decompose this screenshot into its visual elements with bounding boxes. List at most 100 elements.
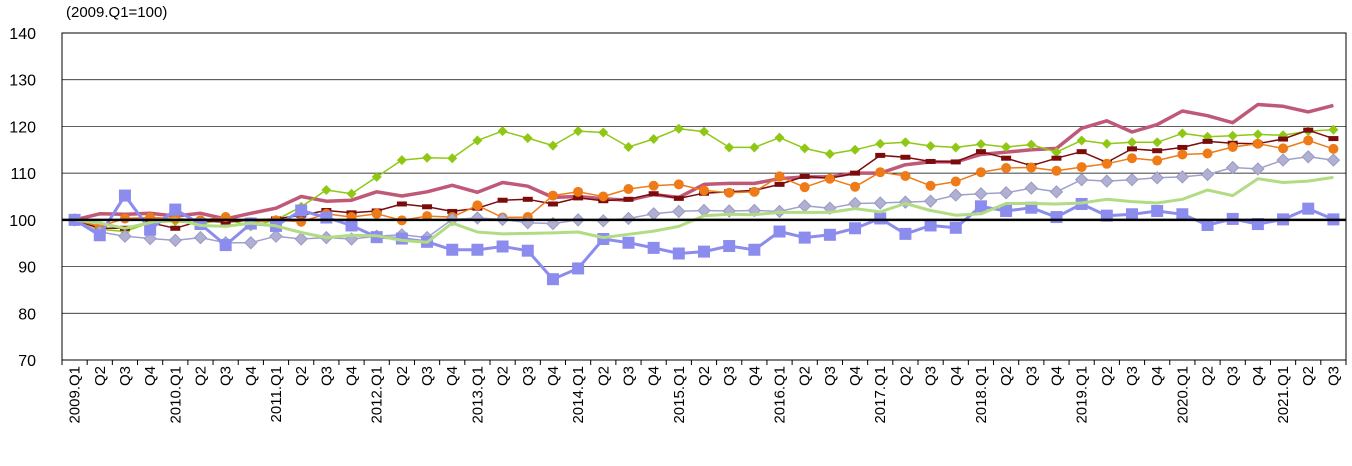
series-2-point (1127, 146, 1137, 152)
y-tick-label: 70 (18, 353, 36, 370)
series-1-point (774, 132, 785, 143)
x-tick-label: Q3 (218, 366, 235, 386)
x-tick-label: Q2 (92, 366, 109, 386)
series-3-point (119, 213, 130, 224)
x-tick-label: Q3 (923, 366, 940, 386)
series-5-point (647, 241, 660, 254)
series-5-point (93, 229, 106, 242)
series-3-point (799, 182, 810, 193)
series-1-point (975, 139, 986, 150)
series-0-line (74, 102, 1334, 222)
x-tick-label: Q4 (746, 366, 763, 386)
series-4-point (1225, 160, 1240, 175)
series-5-point (849, 222, 862, 235)
series-1-point (749, 142, 760, 153)
series-5-point (345, 219, 358, 232)
x-tick-label: Q4 (1250, 366, 1267, 386)
series-5-point (1176, 208, 1189, 221)
series-2-point (573, 195, 584, 201)
series-2-point (1303, 127, 1314, 133)
series-4-point (974, 186, 988, 201)
x-tick-label: Q2 (394, 366, 411, 386)
x-tick-label: Q4 (1048, 366, 1065, 386)
series-3-point (1202, 148, 1213, 159)
series-4-point (672, 204, 686, 219)
series-5-point (144, 223, 157, 236)
series-5-point (874, 212, 887, 225)
series-2-point (648, 191, 659, 197)
series-1-point (547, 140, 558, 151)
series-4-point (244, 236, 258, 250)
x-tick-label: 2012.Q1 (369, 366, 386, 424)
series-4-point (873, 196, 887, 210)
series-3-point (648, 180, 659, 191)
series-2-point (950, 159, 961, 165)
series-5-point (219, 239, 232, 252)
series-1-point (1127, 137, 1137, 148)
series-3-point (1177, 149, 1188, 160)
series-5-point (521, 244, 534, 257)
series-3-point (1303, 135, 1314, 146)
series-1-point (1177, 128, 1188, 139)
series-3-point (774, 171, 785, 182)
x-tick-label: 2016.Q1 (772, 366, 789, 424)
series-2-point (497, 197, 508, 203)
series-5-point (1151, 204, 1164, 217)
series-3-point (547, 190, 558, 201)
series-4-point (1200, 167, 1215, 182)
series-5-point (471, 243, 484, 256)
series-5-point (672, 247, 685, 260)
series-4-point (1024, 181, 1039, 195)
series-5-point (1201, 218, 1214, 231)
x-tick-label: Q4 (444, 366, 461, 386)
series-3-point (673, 179, 684, 190)
x-tick-label: 2013.Q1 (469, 366, 486, 424)
x-tick-label: Q3 (721, 366, 738, 386)
series-5-point (974, 200, 987, 213)
series-3-point (749, 186, 760, 197)
series-2-point (774, 181, 785, 187)
series-1-point (1101, 138, 1112, 149)
series-1-point (522, 133, 533, 144)
x-tick-label: Q3 (822, 366, 839, 386)
series-2-point (1202, 138, 1213, 144)
series-5-point (1050, 211, 1063, 224)
series-2-point (799, 173, 810, 179)
series-2-point (1278, 136, 1289, 142)
series-3-point (371, 208, 382, 219)
x-tick-label: Q3 (1124, 366, 1141, 386)
series-1-point (699, 126, 709, 137)
series-4-point (1074, 172, 1089, 187)
series-3-point (573, 186, 584, 197)
series-4-point (949, 188, 963, 202)
series-1-point (321, 184, 332, 195)
x-tick-label: Q3 (1325, 366, 1342, 386)
series-2-point (1177, 144, 1188, 150)
unit-label: (2009.Q1=100) (66, 4, 168, 21)
series-3-point (724, 187, 735, 198)
x-tick-label: Q3 (520, 366, 537, 386)
series-5-point (899, 227, 912, 240)
x-tick-label: Q3 (318, 366, 335, 386)
series-1-point (850, 144, 861, 155)
series-5-point (823, 228, 836, 241)
series-5-point (1302, 202, 1315, 215)
x-tick-label: Q3 (117, 366, 134, 386)
x-tick-label: Q2 (998, 366, 1015, 386)
series-3-point (1076, 162, 1087, 173)
series-1-point (1051, 147, 1062, 158)
x-tick-label: Q4 (646, 366, 663, 386)
series-2-point (900, 154, 911, 160)
series-4-point (1326, 153, 1341, 167)
x-tick-label: Q4 (344, 366, 361, 386)
x-tick-label: Q2 (495, 366, 512, 386)
x-tick-label: 2021.Q1 (1275, 366, 1292, 424)
x-tick-label: Q4 (545, 366, 562, 386)
x-tick-label: Q2 (696, 366, 713, 386)
series-5-point (622, 236, 635, 249)
series-5-point (118, 189, 131, 202)
y-tick-label: 80 (18, 306, 36, 323)
x-tick-label: Q4 (1149, 366, 1166, 386)
x-tick-label: 2010.Q1 (167, 366, 184, 424)
